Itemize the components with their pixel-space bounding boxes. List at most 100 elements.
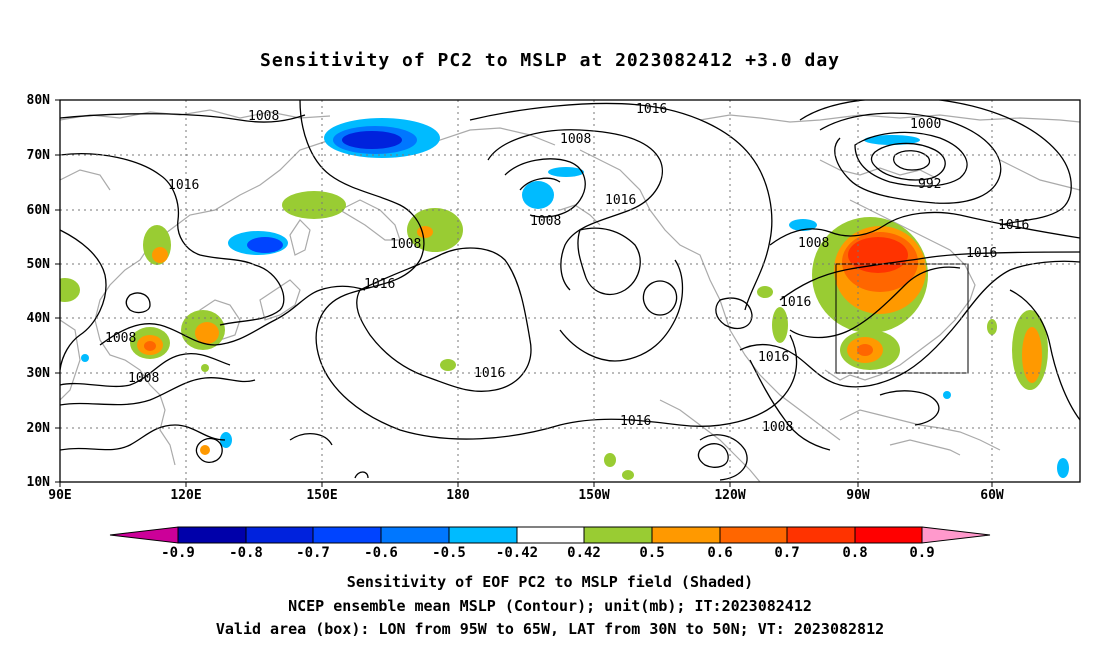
colorbar-segment [312, 526, 382, 544]
colorbar-segment [516, 526, 585, 544]
colorbar-segment [448, 526, 518, 544]
contour-label: 1016 [636, 102, 667, 117]
contour-label: 1008 [560, 132, 591, 147]
contour-label: 1016 [780, 295, 811, 310]
caption-valid-area: Valid area (box): LON from 95W to 65W, L… [215, 620, 885, 638]
lat-label-30n: 30N [27, 366, 51, 381]
colorbar-segment [245, 526, 314, 544]
positive-shade [772, 307, 788, 343]
lat-labels: 80N 70N 60N 50N 40N 30N 20N 10N [27, 93, 51, 490]
chart-title: Sensitivity of PC2 to MSLP at 2023082412… [259, 50, 840, 71]
positive-shade [1022, 327, 1042, 383]
colorbar-label: 0.6 [707, 545, 732, 561]
lat-label-40n: 40N [27, 311, 51, 326]
positive-shade [60, 278, 80, 302]
contour-label: 1008 [798, 236, 829, 251]
colorbar-segment [380, 526, 450, 544]
lon-label-60w: 60W [980, 488, 1004, 503]
negative-shade [522, 181, 554, 209]
positive-shade [195, 322, 219, 344]
positive-shade [152, 247, 168, 263]
colorbar-segment [651, 526, 721, 544]
negative-shade [789, 219, 817, 231]
colorbar: -0.9 -0.8 -0.7 -0.6 -0.5 -0.42 0.42 0.5 … [109, 526, 991, 561]
lon-label-180: 180 [446, 488, 470, 503]
positive-shade [282, 191, 346, 219]
lon-label-150w: 150W [578, 488, 609, 503]
contour-label: 1000 [910, 117, 941, 132]
positive-shade [757, 286, 773, 298]
contour-label: 1016 [966, 246, 997, 261]
lat-label-10n: 10N [27, 475, 51, 490]
negative-shade [864, 135, 920, 145]
colorbar-label: -0.42 [496, 545, 538, 561]
lon-label-120e: 120E [170, 488, 201, 503]
contour-label: 1016 [605, 193, 636, 208]
colorbar-segment [719, 526, 788, 544]
tick-marks [55, 99, 993, 487]
colorbar-right-arrow [921, 526, 991, 544]
contour-label: 1008 [390, 237, 421, 252]
contour-label: 1016 [364, 277, 395, 292]
colorbar-label: -0.7 [296, 545, 330, 561]
positive-shade [200, 445, 210, 455]
lon-label-90e: 90E [48, 488, 71, 503]
colorbar-segment [854, 526, 923, 544]
contour-label: 1008 [530, 214, 561, 229]
positive-shade [144, 341, 156, 351]
lat-label-20n: 20N [27, 421, 51, 436]
positive-shade [622, 470, 634, 480]
negative-shade [943, 391, 951, 399]
mslp-contours [60, 100, 1080, 481]
colorbar-segment [177, 526, 247, 544]
lon-label-120w: 120W [714, 488, 745, 503]
lon-labels: 90E 120E 150E 180 150W 120W 90W 60W [48, 488, 1004, 503]
contour-labels: 1008 1016 1008 1000 992 1016 1008 1016 1… [105, 102, 1029, 435]
lat-label-50n: 50N [27, 257, 51, 272]
contour-label: 1008 [128, 371, 159, 386]
colorbar-label: -0.9 [161, 545, 195, 561]
positive-shade [407, 208, 463, 252]
colorbar-label: -0.6 [364, 545, 398, 561]
positive-shade [857, 344, 873, 356]
negative-shade [1057, 458, 1069, 478]
lon-label-150e: 150E [306, 488, 337, 503]
caption-shading: Sensitivity of EOF PC2 to MSLP field (Sh… [346, 573, 754, 591]
contour-label: 1016 [620, 414, 651, 429]
lat-label-60n: 60N [27, 203, 51, 218]
contour-label: 1016 [758, 350, 789, 365]
colorbar-left-arrow [109, 526, 179, 544]
contour-label: 1008 [762, 420, 793, 435]
negative-shade [247, 237, 283, 253]
coastlines [60, 109, 1080, 482]
contour-label: 1008 [105, 331, 136, 346]
negative-shade [81, 354, 89, 362]
positive-shade [440, 359, 456, 371]
contour-label: 1016 [168, 178, 199, 193]
caption-contour: NCEP ensemble mean MSLP (Contour); unit(… [288, 597, 812, 615]
positive-shade [987, 319, 997, 335]
negative-shade [548, 167, 584, 177]
colorbar-label: 0.8 [842, 545, 867, 561]
map-frame [59, 99, 1081, 483]
lon-label-90w: 90W [846, 488, 870, 503]
colorbar-label: -0.5 [432, 545, 466, 561]
negative-shade [342, 131, 402, 149]
negative-shade [220, 432, 232, 448]
contour-label: 1016 [998, 218, 1029, 233]
colorbar-segment [583, 526, 653, 544]
colorbar-label: 0.7 [774, 545, 799, 561]
lat-label-80n: 80N [27, 93, 51, 108]
graticule [60, 100, 1080, 482]
positive-shade [604, 453, 616, 467]
colorbar-label: 0.9 [909, 545, 934, 561]
colorbar-segment [786, 526, 856, 544]
colorbar-label: 0.42 [567, 545, 601, 561]
colorbar-label: -0.8 [229, 545, 263, 561]
contour-label: 992 [918, 177, 941, 192]
colorbar-label: 0.5 [639, 545, 664, 561]
positive-shade [201, 364, 209, 372]
contour-label: 1008 [248, 109, 279, 124]
contour-label: 1016 [474, 366, 505, 381]
